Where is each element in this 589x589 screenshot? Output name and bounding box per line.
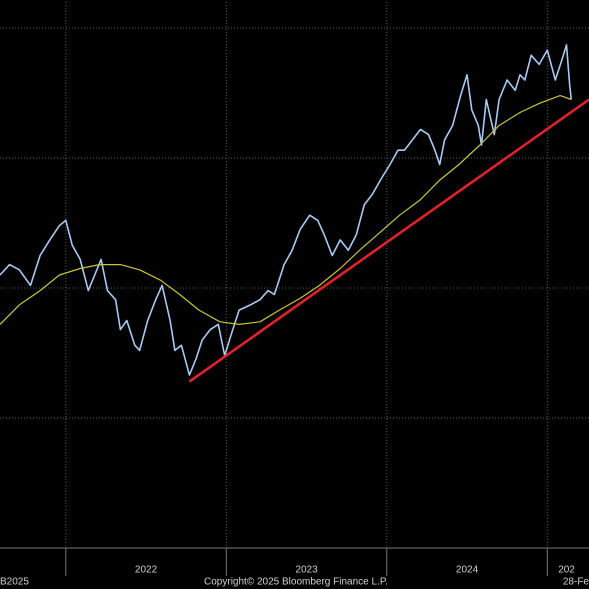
x-tick-label: 2022: [135, 565, 158, 576]
series-line: [0, 44, 573, 376]
x-tick-label: 2023: [295, 565, 318, 576]
series-line: [188, 98, 589, 383]
x-tick-label: 2024: [456, 565, 479, 576]
series-line: [0, 95, 572, 325]
footer-right: 28-Fe: [563, 577, 589, 588]
footer-left: B2025: [0, 577, 29, 588]
copyright: Copyright© 2025 Bloomberg Finance L.P.: [204, 577, 388, 588]
x-tick-label: 202: [558, 565, 575, 576]
